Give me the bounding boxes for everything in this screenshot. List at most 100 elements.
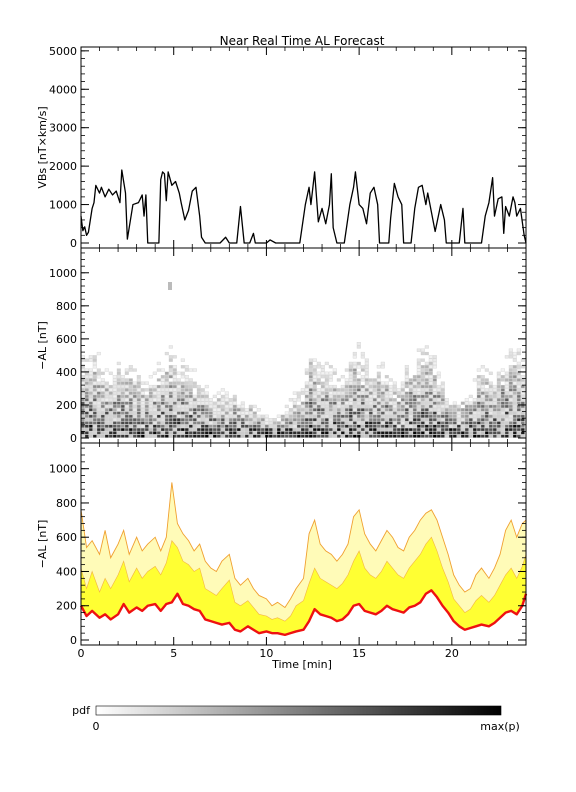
al_pdf-cell (192, 431, 197, 435)
al_pdf-cell (296, 431, 301, 435)
al_pdf-cell (380, 418, 385, 422)
al_pdf-cell (380, 401, 385, 405)
al_pdf-cell (108, 414, 113, 418)
al_pdf-cell (248, 431, 253, 435)
al_pdf-cell (280, 414, 285, 418)
al_pdf-cell (316, 381, 321, 385)
al_pdf-cell (380, 424, 385, 428)
al_pdf-cell (196, 421, 201, 425)
al_pdf-cell (240, 411, 245, 415)
al_pdf-cell (432, 388, 437, 392)
al_pdf-cell (352, 411, 357, 415)
al_pdf-cell (204, 414, 209, 418)
al_pdf-cell (520, 358, 525, 362)
al_pdf-cell (108, 401, 113, 405)
al_pdf-cell (248, 434, 253, 438)
al_pdf-cell (96, 351, 101, 356)
al_pdf-cell (120, 427, 125, 432)
al_pdf-cell (480, 431, 485, 435)
al_pdf-cell (464, 401, 469, 405)
al_pdf-cell (252, 404, 257, 409)
al_pdf-cell (500, 434, 505, 438)
al_pdf-cell (340, 431, 345, 435)
al_pdf-cell (220, 424, 225, 428)
al_pdf-cell (188, 394, 193, 399)
al_pdf-cell (376, 414, 381, 418)
al_pdf-cell (424, 411, 429, 415)
al_pdf-cell (476, 375, 481, 379)
al_pdf-cell (436, 375, 441, 379)
al_pdf-cell (520, 378, 525, 382)
al_pdf-cell (144, 381, 149, 385)
al_pdf-cell (96, 411, 101, 415)
al_pdf-cell (360, 394, 365, 399)
al_pdf-cell (156, 361, 161, 366)
al_pdf-cell (360, 418, 365, 422)
al_pdf-cell (284, 434, 289, 438)
al_pdf-cell (140, 431, 145, 435)
al_pdf-cell (428, 355, 433, 359)
al_pdf-cell (436, 414, 441, 418)
al_pdf-cell (332, 431, 337, 435)
al_pdf-cell (400, 398, 405, 402)
al_pdf-cell (368, 394, 373, 399)
al_pdf-cell (128, 434, 133, 438)
al_pdf-cell (172, 424, 177, 428)
al_pdf-cell (384, 398, 389, 402)
al_pdf-cell (88, 424, 93, 428)
al_pdf-cell (424, 384, 429, 389)
al_pdf-cell (168, 424, 173, 428)
al_pdf-cell (168, 434, 173, 438)
al_pdf-cell (220, 388, 225, 392)
al_pdf-cell (504, 418, 509, 422)
al_pdf-cell (328, 375, 333, 379)
al_pdf-cell (396, 414, 401, 418)
al_pdf-cell (152, 418, 157, 422)
al_pdf-cell (212, 404, 217, 409)
al_pdf-cell (292, 431, 297, 435)
al_pdf-cell (196, 401, 201, 405)
al_pdf-cell (304, 398, 309, 402)
al_pdf-cell (440, 408, 445, 412)
al_pdf-cell (292, 424, 297, 428)
al_pdf-cell (196, 394, 201, 399)
al_pdf-cell (416, 388, 421, 392)
al_pdf-cell (332, 421, 337, 425)
al_pdf-cell (328, 365, 333, 369)
al_pdf-cell (248, 411, 253, 415)
al_pdf-cell (92, 414, 97, 418)
al_pdf-cell (80, 388, 85, 392)
al_pdf-cell (292, 391, 297, 395)
al_pdf-cell (364, 418, 369, 422)
al_pdf-cell (324, 424, 329, 428)
al_pdf-cell (232, 421, 237, 425)
al_pdf-cell (88, 431, 93, 435)
al_pdf-cell (132, 388, 137, 392)
al_pdf-cell (236, 414, 241, 418)
al_pdf-cell (364, 388, 369, 392)
al_pdf-cell (348, 371, 353, 375)
al_pdf-cell (340, 427, 345, 432)
al_pdf-cell (424, 378, 429, 382)
al_pdf-cell (164, 401, 169, 405)
al_pdf-cell (168, 398, 173, 402)
al_pdf-cell (512, 375, 517, 379)
al_pdf-cell (304, 418, 309, 422)
al_pdf-cell (284, 411, 289, 415)
al_pdf-cell (284, 424, 289, 428)
al_pdf-cell (184, 398, 189, 402)
al_pdf-cell (500, 401, 505, 405)
al_pdf-cell (128, 427, 133, 432)
al_pdf-cell (368, 414, 373, 418)
al_pdf-cell (280, 421, 285, 425)
al_pdf-cell (144, 411, 149, 415)
al_pdf-cell (472, 408, 477, 412)
al_pdf-cell (496, 384, 501, 389)
al_pdf-cell (168, 368, 173, 372)
al_pdf-cell (484, 414, 489, 418)
al_pdf-cell (136, 408, 141, 412)
vbs-plot (80, 169, 527, 244)
al_pdf-cell (404, 404, 409, 409)
al_pdf-cell (360, 401, 365, 405)
al_pdf-cell (324, 401, 329, 405)
